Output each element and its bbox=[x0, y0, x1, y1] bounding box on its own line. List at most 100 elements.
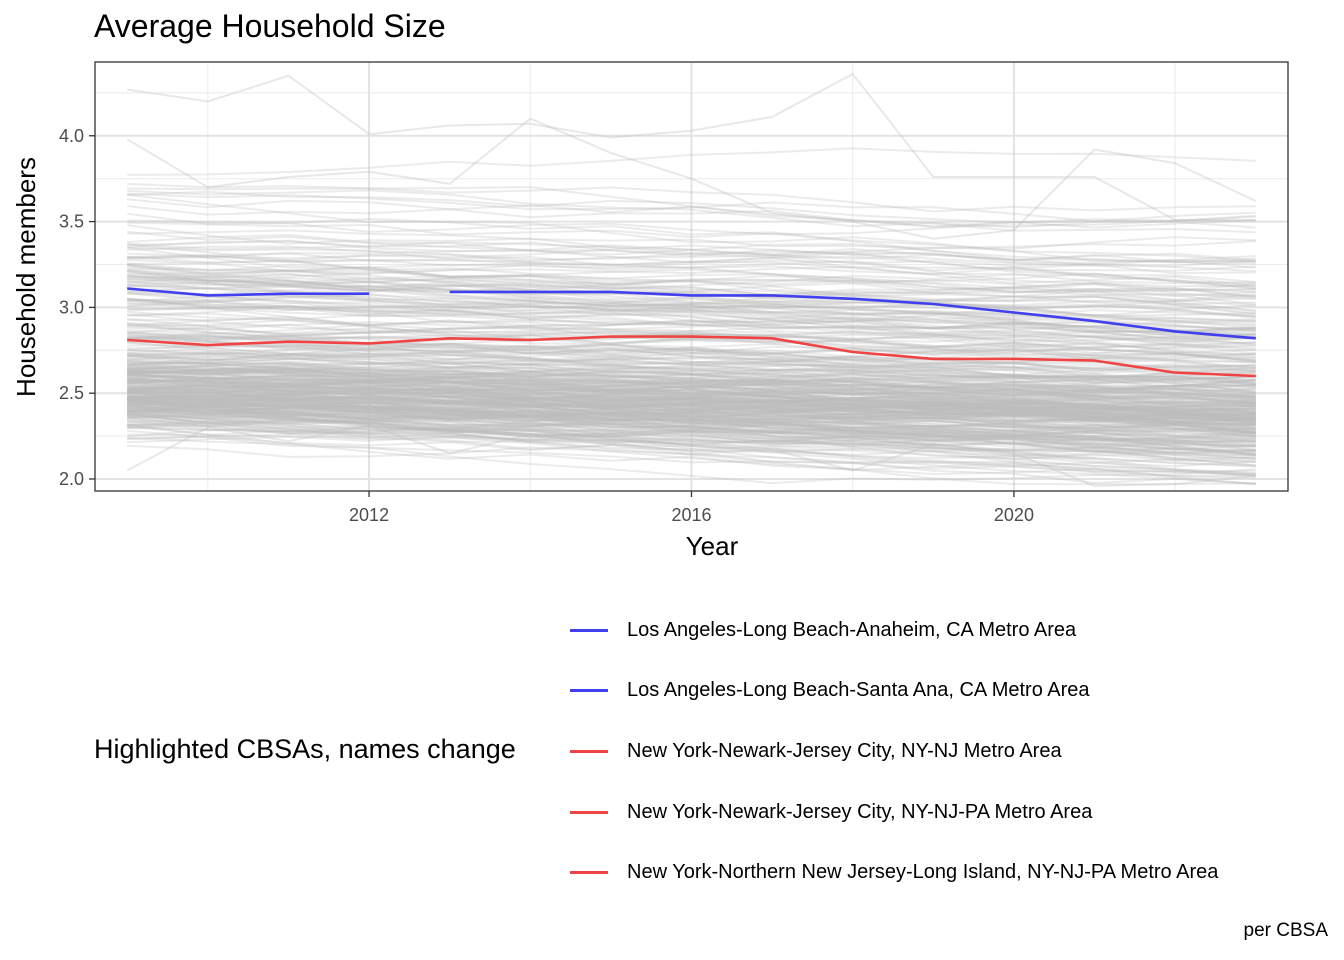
background-series-line bbox=[127, 398, 1256, 419]
background-series-line bbox=[127, 342, 1256, 372]
background-series-line bbox=[127, 407, 1256, 460]
background-series-line bbox=[127, 335, 1256, 373]
background-series-line bbox=[127, 415, 1256, 458]
background-series-line bbox=[127, 399, 1256, 452]
y-tick-label: 3.0 bbox=[59, 297, 84, 317]
background-series-line bbox=[127, 333, 1256, 373]
background-series-line bbox=[127, 347, 1256, 392]
background-series-line bbox=[127, 392, 1256, 408]
background-series-line bbox=[127, 389, 1256, 414]
background-series-line bbox=[127, 246, 1256, 263]
background-series-line bbox=[127, 280, 1256, 297]
background-series-line bbox=[127, 388, 1256, 411]
x-tick-label: 2020 bbox=[994, 505, 1034, 525]
background-series-line bbox=[127, 319, 1256, 383]
background-series-line bbox=[127, 382, 1256, 416]
background-series-line bbox=[127, 249, 1256, 288]
background-series-line bbox=[127, 404, 1256, 420]
background-series-line bbox=[127, 319, 1256, 337]
background-series-line bbox=[127, 413, 1256, 467]
background-series-line bbox=[127, 350, 1256, 374]
background-series-line bbox=[127, 391, 1256, 425]
background-series-line bbox=[127, 389, 1256, 412]
background-series-line bbox=[127, 391, 1256, 444]
background-series-line bbox=[127, 318, 1256, 340]
background-series-line bbox=[127, 364, 1256, 415]
background-series-line bbox=[127, 270, 1256, 307]
background-series-line bbox=[127, 370, 1256, 415]
background-series-line bbox=[127, 72, 1256, 221]
background-series-line bbox=[127, 403, 1256, 457]
background-series-line bbox=[127, 399, 1256, 414]
background-series-line bbox=[127, 423, 1256, 485]
background-series-line bbox=[127, 365, 1256, 389]
background-series-line bbox=[127, 384, 1256, 429]
background-series-line bbox=[127, 198, 1256, 228]
background-series-line bbox=[127, 444, 1256, 486]
background-series-line bbox=[127, 427, 1256, 467]
background-series-line bbox=[127, 403, 1256, 443]
background-series-line bbox=[127, 192, 1256, 223]
background-series-line bbox=[126, 424, 1256, 487]
background-series-line bbox=[127, 340, 1256, 371]
background-series-line bbox=[127, 341, 1256, 373]
background-series-line bbox=[127, 372, 1256, 416]
background-series-line bbox=[127, 405, 1256, 464]
background-series-line bbox=[127, 268, 1256, 299]
background-series-line bbox=[127, 387, 1256, 421]
background-series-line bbox=[127, 324, 1256, 359]
background-series-line bbox=[127, 394, 1256, 423]
background-series-line bbox=[127, 365, 1256, 399]
background-series-line bbox=[127, 333, 1256, 404]
background-series-line bbox=[127, 409, 1256, 454]
background-series-line bbox=[127, 391, 1256, 420]
background-series-line bbox=[127, 313, 1256, 344]
background-series-line bbox=[127, 364, 1256, 385]
background-series-line bbox=[127, 396, 1256, 437]
background-series-line bbox=[127, 410, 1256, 443]
background-series-line bbox=[127, 245, 1256, 285]
background-series-line bbox=[127, 405, 1256, 426]
background-series-line bbox=[127, 368, 1256, 396]
background-series-line bbox=[127, 396, 1256, 414]
background-series-line bbox=[127, 295, 1256, 343]
x-tick-label: 2016 bbox=[671, 505, 711, 525]
background-series-line bbox=[127, 262, 1256, 290]
background-series-line bbox=[127, 182, 1256, 213]
background-series-line bbox=[127, 398, 1256, 427]
legend-key-line bbox=[570, 870, 608, 874]
background-series-line bbox=[127, 379, 1256, 423]
background-series-line bbox=[127, 397, 1256, 431]
background-series-line bbox=[127, 402, 1256, 437]
background-series-line bbox=[127, 365, 1256, 395]
background-series-line bbox=[127, 394, 1256, 431]
background-series-line bbox=[127, 363, 1256, 408]
background-series-line bbox=[127, 422, 1256, 467]
background-series-line bbox=[127, 279, 1256, 299]
series-line bbox=[127, 338, 370, 347]
background-series-line bbox=[127, 402, 1256, 416]
background-series-line bbox=[127, 393, 1256, 427]
x-axis-title: Year bbox=[686, 531, 739, 561]
background-series-line bbox=[127, 372, 1256, 414]
background-series-line bbox=[127, 404, 1256, 476]
background-series bbox=[126, 72, 1257, 487]
background-series-line bbox=[127, 275, 1256, 305]
chart-title: Average Household Size bbox=[94, 8, 446, 44]
background-series-line bbox=[127, 339, 1256, 358]
background-series-line bbox=[127, 384, 1256, 411]
background-series-line bbox=[127, 400, 1256, 438]
background-series-line bbox=[127, 373, 1256, 423]
background-series-line bbox=[127, 396, 1256, 435]
background-series-line bbox=[127, 402, 1256, 439]
background-series-line bbox=[127, 244, 1256, 267]
background-series-line bbox=[127, 392, 1256, 459]
background-series-line bbox=[127, 277, 1256, 324]
background-series-line bbox=[127, 253, 1256, 275]
background-series-line bbox=[127, 329, 1256, 364]
background-series-line bbox=[127, 418, 1256, 442]
background-series-line bbox=[127, 406, 1256, 452]
background-series-line bbox=[127, 391, 1256, 454]
background-series-line bbox=[127, 413, 1256, 475]
background-series-line bbox=[127, 352, 1256, 386]
